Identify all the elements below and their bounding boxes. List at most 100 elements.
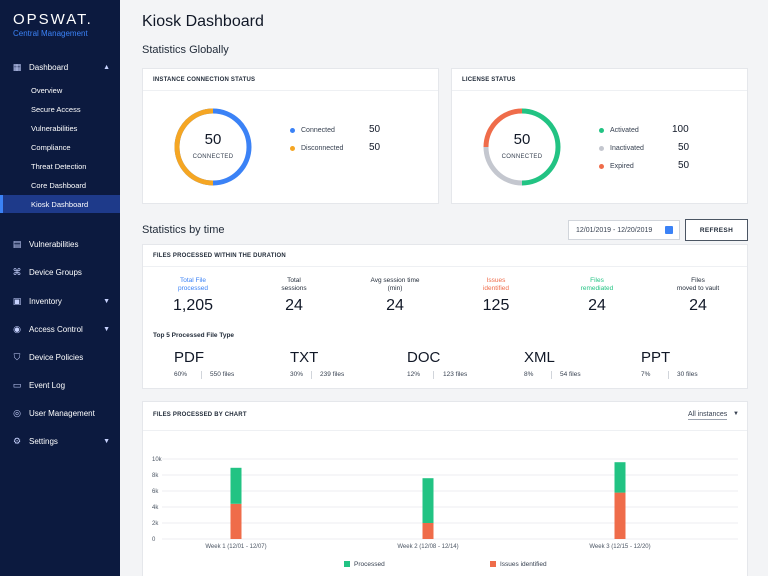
chevron-down-icon[interactable]: ▼ <box>733 411 739 417</box>
stat-label-line1: Issues <box>486 277 506 284</box>
file-type-files: 550 files <box>210 371 235 378</box>
sidebar-subitem-threat-detection[interactable]: Threat Detection <box>0 157 120 175</box>
stat-label-line2: processed <box>178 285 208 292</box>
sidebar-subitem-vulnerabilities[interactable]: Vulnerabilities <box>0 119 120 137</box>
logo[interactable]: OPSWAT. Central Management <box>13 11 93 38</box>
sidebar-subitem-secure-access[interactable]: Secure Access <box>0 100 120 118</box>
legend-swatch <box>344 561 350 567</box>
section-title-global: Statistics Globally <box>142 44 229 56</box>
stat-label-line2: (min) <box>387 285 403 292</box>
donut-center-value: 50 <box>513 131 531 148</box>
bar-processed <box>230 467 242 504</box>
shield-user-icon: ◉ <box>13 323 21 334</box>
sidebar-item-vulnerabilities[interactable]: ▤ Vulnerabilities <box>0 235 120 253</box>
stat-total-sessions: Total sessions 24 <box>249 277 339 315</box>
legend-label: Expired <box>610 163 634 170</box>
y-tick-label: 0 <box>152 537 156 543</box>
bar-processed <box>422 478 434 523</box>
sidebar-subitem-label: Kiosk Dashboard <box>31 199 89 209</box>
files-processed-card: FILES PROCESSED WITHIN THE DURATION Tota… <box>142 244 748 389</box>
file-type-pct: 60% <box>174 371 188 378</box>
card-title: FILES PROCESSED BY CHART <box>153 412 247 418</box>
card-title: INSTANCE CONNECTION STATUS <box>153 77 256 83</box>
sidebar-subitem-kiosk-dashboard[interactable]: Kiosk Dashboard <box>0 195 120 213</box>
card-divider <box>143 430 747 431</box>
chevron-down-icon: ▼ <box>103 325 110 333</box>
stat-label: Issues identified <box>451 277 541 293</box>
stat-label-line1: Total File <box>179 277 206 284</box>
sidebar-item-label: User Management <box>29 408 95 418</box>
card-divider <box>143 266 747 267</box>
files-chart: 0 2k 4k 6k 8k 10k Week 1 (12/01 - 12/07) Week 2… <box>152 457 738 568</box>
legend-dot <box>599 164 604 169</box>
file-type-files: 123 files <box>443 371 468 378</box>
file-type-pct: 8% <box>524 371 534 378</box>
date-range-input[interactable]: 12/01/2019 - 12/20/2019 <box>568 220 680 240</box>
file-type-separator <box>668 371 669 379</box>
stat-label-line1: Avg session time <box>370 277 420 284</box>
card-divider <box>143 90 438 91</box>
sidebar-subitem-label: Overview <box>31 85 63 95</box>
stat-value: 24 <box>588 297 606 314</box>
file-type-pct: 12% <box>407 371 421 378</box>
file-type-separator <box>551 371 552 379</box>
stat-label-line1: Files <box>691 277 705 284</box>
y-tick-label: 8k <box>152 473 159 479</box>
legend-value: 50 <box>678 142 690 153</box>
stat-label: Avg session time (min) <box>350 277 440 293</box>
x-tick-label: Week 3 (12/15 - 12/20) <box>589 544 650 550</box>
page-title: Kiosk Dashboard <box>142 13 264 30</box>
sidebar-item-dashboard[interactable]: ▦ Dashboard ▲ <box>0 58 120 76</box>
file-type-pct: 7% <box>641 371 651 378</box>
sidebar: OPSWAT. Central Management ▦ Dashboard ▲… <box>0 0 120 576</box>
sidebar-item-label: Settings <box>29 436 58 446</box>
stat-remediated: Files remediated 24 <box>552 277 642 315</box>
refresh-button[interactable]: REFRESH <box>685 219 748 241</box>
legend-label: Issues identified <box>500 561 547 568</box>
y-tick-label: 2k <box>152 521 159 527</box>
y-tick-label: 4k <box>152 505 159 511</box>
sidebar-item-device-groups[interactable]: ⌘ Device Groups <box>0 263 120 281</box>
legend-label: Connected <box>301 127 335 134</box>
legend-swatch <box>490 561 496 567</box>
x-tick-label: Week 1 (12/01 - 12/07) <box>205 544 266 550</box>
document-icon: ▤ <box>12 238 22 249</box>
stat-label-line1: Files <box>590 277 604 284</box>
stat-label-line1: Total <box>287 277 301 284</box>
sidebar-item-inventory[interactable]: ▣ Inventory ▼ <box>0 292 120 310</box>
donut-center-label: CONNECTED <box>501 154 543 160</box>
card-title: LICENSE STATUS <box>462 77 516 83</box>
file-type-pct: 30% <box>290 371 304 378</box>
y-tick-label: 6k <box>152 489 159 495</box>
shield-icon: ⛉ <box>13 351 21 362</box>
sidebar-subitem-compliance[interactable]: Compliance <box>0 138 120 156</box>
donut-disconnected-arc <box>174 108 214 186</box>
sidebar-subitem-label: Core Dashboard <box>31 180 87 190</box>
file-type-name: PDF <box>174 349 204 366</box>
file-type-name: DOC <box>407 349 441 366</box>
legend-disconnected: Disconnected <box>290 145 343 152</box>
file-type-name: XML <box>524 349 555 366</box>
sidebar-item-device-policies[interactable]: ⛉ Device Policies <box>0 348 120 366</box>
sidebar-item-event-log[interactable]: ▭ Event Log <box>0 376 120 394</box>
sidebar-item-label: Access Control <box>29 324 83 334</box>
brand-subtitle: Central Management <box>13 29 88 38</box>
stat-label: Total sessions <box>249 277 339 293</box>
bar-issues-identified <box>422 523 434 539</box>
stat-value: 125 <box>482 297 510 314</box>
brand-name: OPSWAT. <box>13 11 93 28</box>
sidebar-item-user-management[interactable]: ◎ User Management <box>0 404 120 422</box>
file-type-separator <box>433 371 434 379</box>
stat-label: Files remediated <box>552 277 642 293</box>
card-title: FILES PROCESSED WITHIN THE DURATION <box>153 253 286 259</box>
sidebar-item-settings[interactable]: ⚙ Settings ▼ <box>0 432 120 450</box>
donut-center-label: CONNECTED <box>192 154 234 160</box>
sidebar-subitem-core-dashboard[interactable]: Core Dashboard <box>0 176 120 194</box>
stat-label-line2: sessions <box>281 285 307 292</box>
grid-icon: ▦ <box>12 61 22 72</box>
chart-card: FILES PROCESSED BY CHART <box>142 401 748 576</box>
calendar-icon[interactable] <box>665 226 673 234</box>
instances-filter-dropdown[interactable]: All instances <box>688 411 728 420</box>
sidebar-subitem-overview[interactable]: Overview <box>0 81 120 99</box>
sidebar-item-access-control[interactable]: ◉ Access Control ▼ <box>0 320 120 338</box>
